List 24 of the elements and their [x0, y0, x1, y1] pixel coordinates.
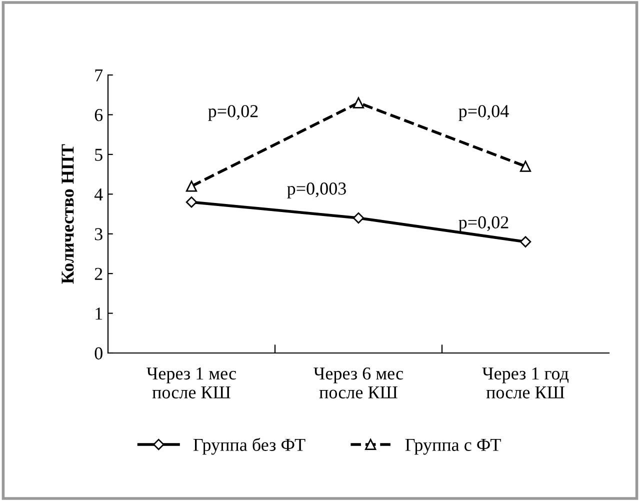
legend-label: Группа без ФТ: [193, 438, 306, 455]
point: [520, 236, 532, 248]
annotation: p=0,04: [458, 105, 509, 121]
x-tick-label: Через 1 год после КШ: [482, 368, 569, 398]
x-tick-label: Через 1 мес после КШ: [146, 368, 236, 398]
x-tick-label: Через 6 мес после КШ: [314, 367, 403, 398]
point: [352, 212, 364, 224]
y-axis-title: Количество НПТ: [62, 144, 74, 284]
y-tick-label: 3: [94, 228, 102, 240]
y-tick-label: 6: [94, 109, 103, 122]
y-tick-label: 1: [96, 308, 102, 320]
y-tick-label: 5: [95, 148, 102, 161]
y-tick-label: 7: [95, 69, 103, 82]
y-tick-label: 0: [94, 347, 102, 360]
point: [352, 97, 364, 108]
annotation: p=0,02: [458, 216, 508, 232]
y-tick-label: 4: [94, 188, 103, 200]
point: [186, 180, 198, 192]
annotation: p=0,003: [287, 182, 346, 198]
legend-label: Группа с ФТ: [405, 438, 501, 455]
point: [186, 196, 198, 208]
annotation: p=0,02: [208, 105, 258, 121]
point: [520, 160, 532, 172]
y-tick-label: 2: [94, 268, 102, 280]
